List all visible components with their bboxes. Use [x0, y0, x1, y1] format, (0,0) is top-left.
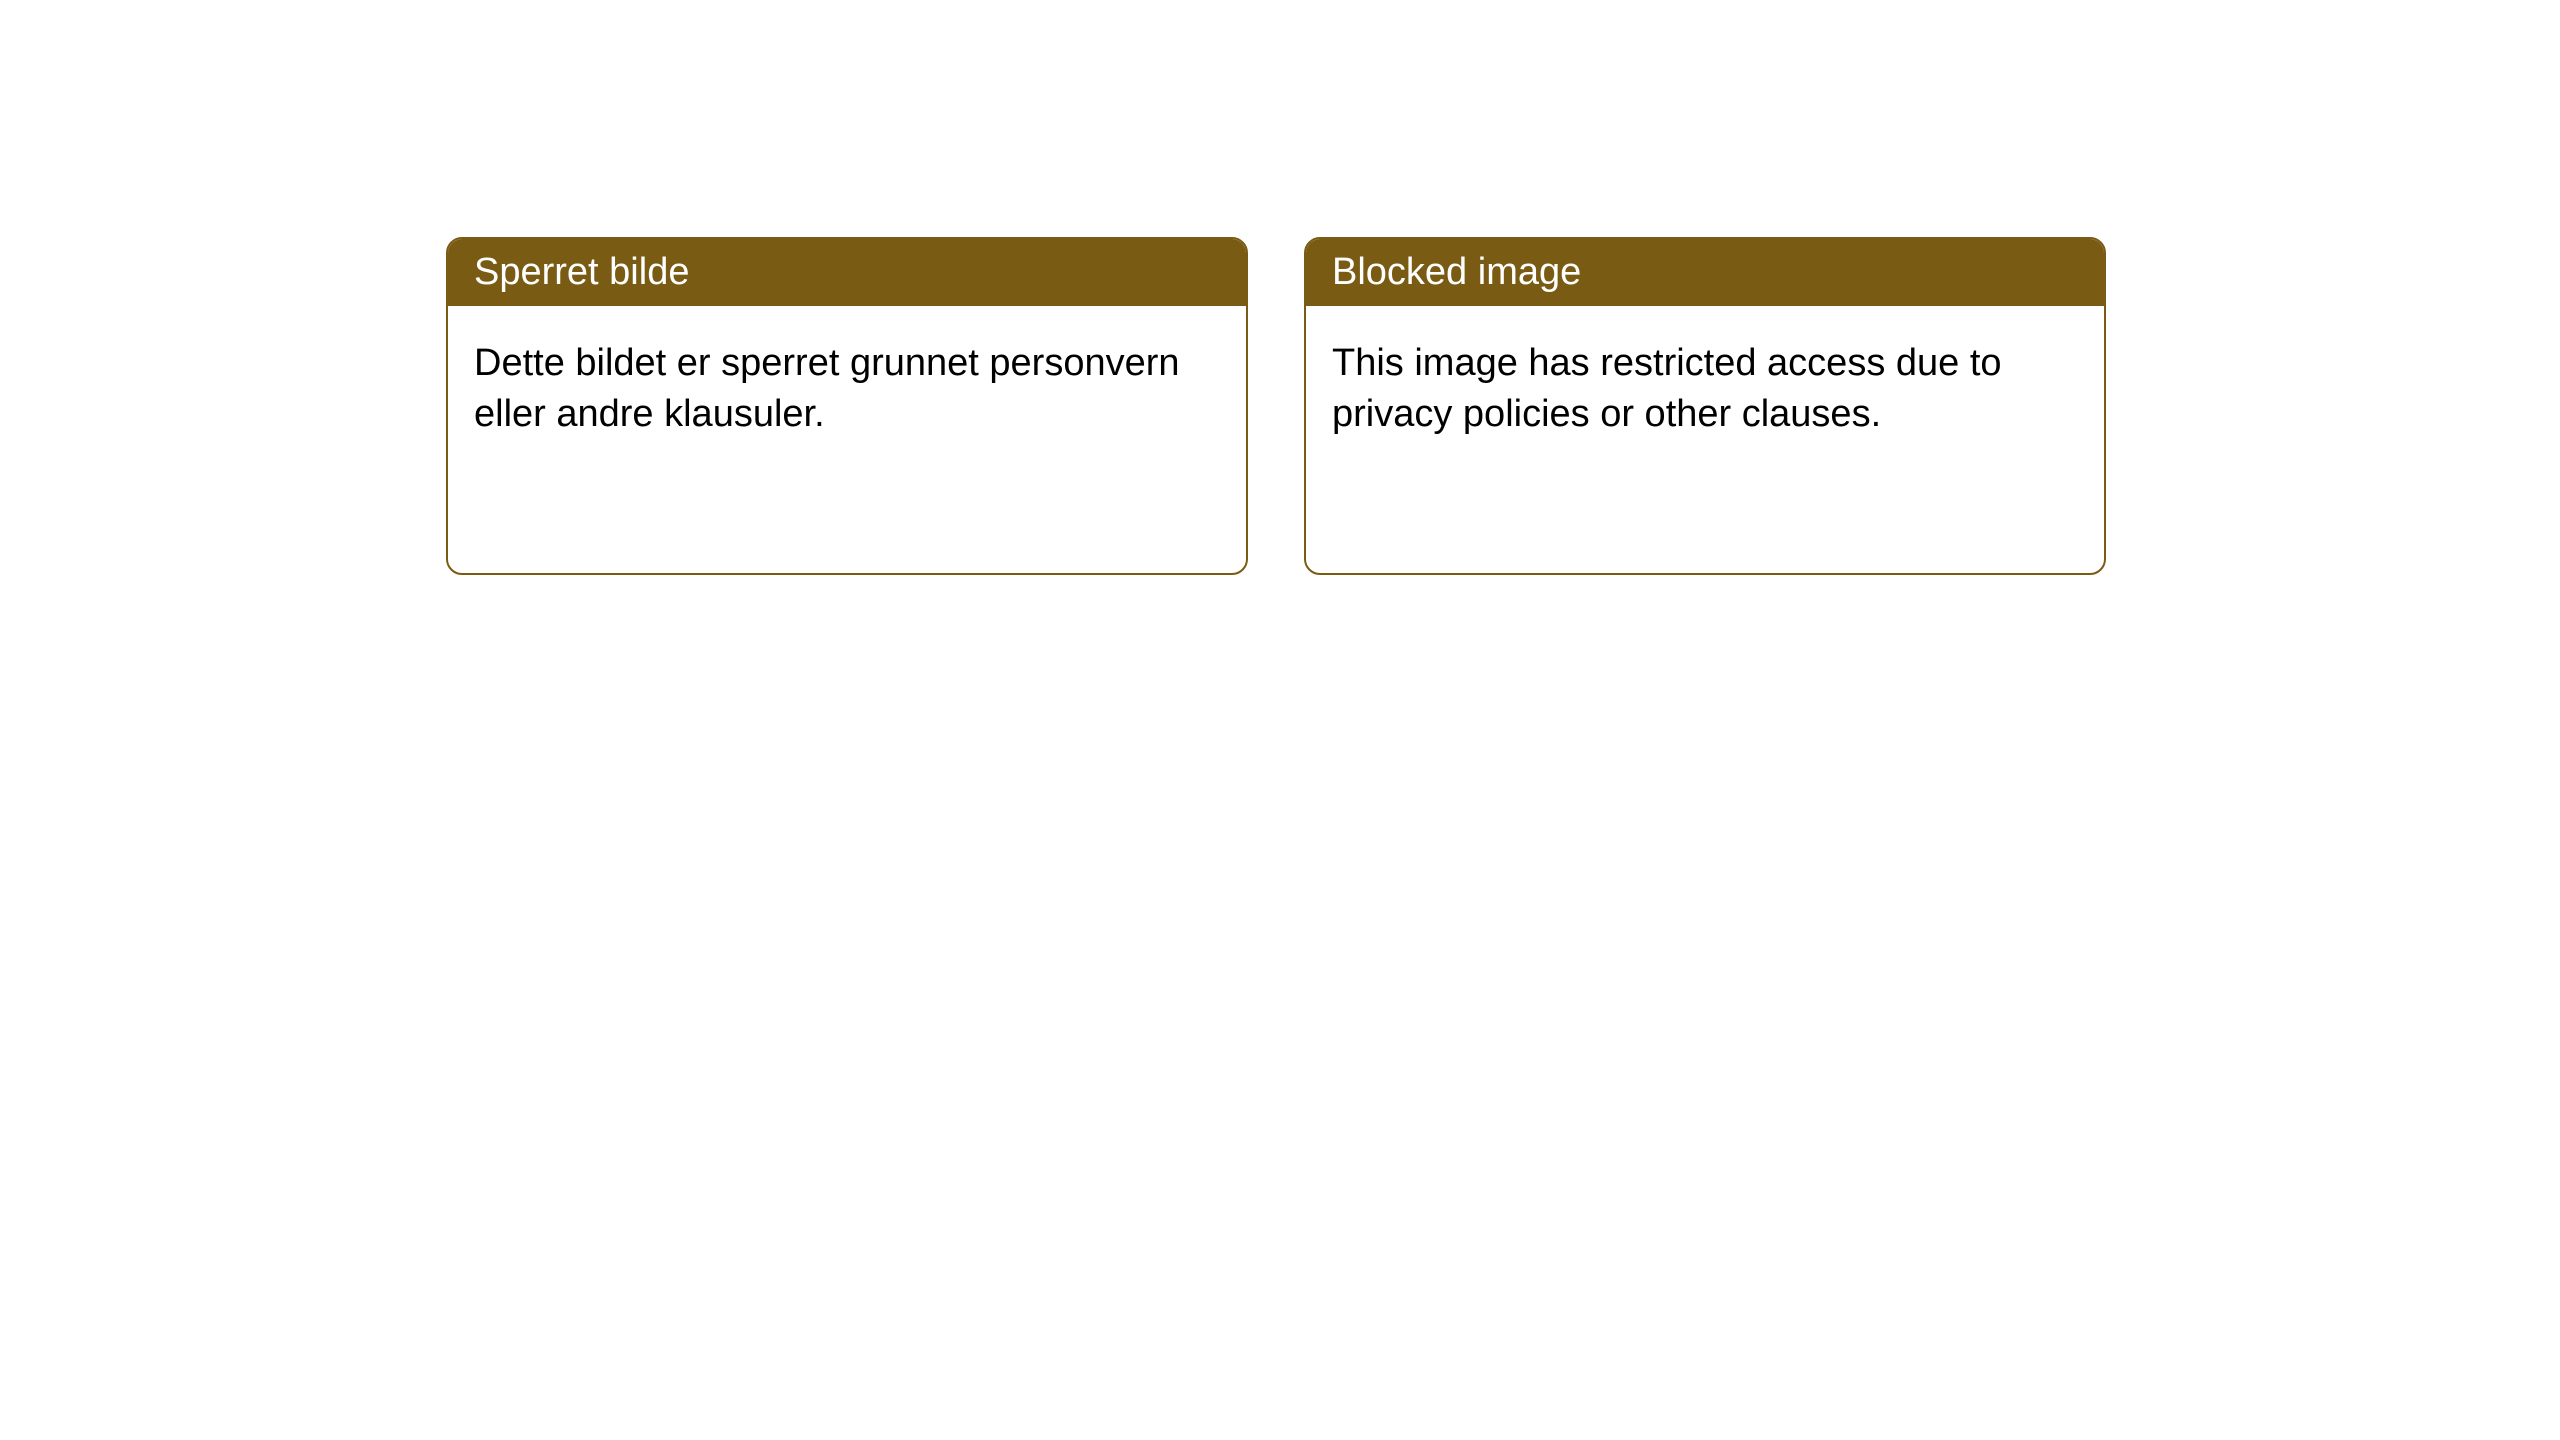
notice-title: Blocked image: [1306, 239, 2104, 306]
notice-container: Sperret bilde Dette bildet er sperret gr…: [446, 237, 2106, 575]
notice-card-norwegian: Sperret bilde Dette bildet er sperret gr…: [446, 237, 1248, 575]
notice-body: This image has restricted access due to …: [1306, 306, 2104, 473]
notice-body: Dette bildet er sperret grunnet personve…: [448, 306, 1246, 473]
notice-title: Sperret bilde: [448, 239, 1246, 306]
notice-card-english: Blocked image This image has restricted …: [1304, 237, 2106, 575]
